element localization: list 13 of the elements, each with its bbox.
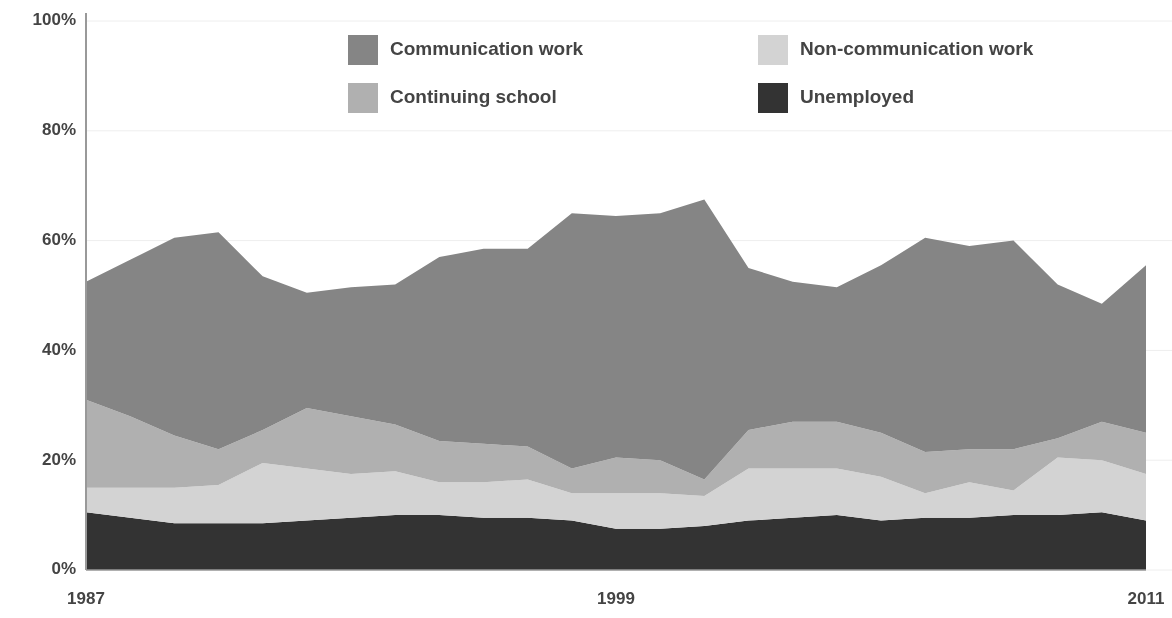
y-tick-label: 40%: [41, 339, 76, 359]
legend-label: Unemployed: [800, 86, 915, 108]
y-tick-label: 80%: [41, 120, 76, 140]
x-tick-label: 2011: [1127, 589, 1165, 608]
x-tick-label: 1987: [67, 589, 105, 608]
x-tick-label: 1999: [597, 589, 635, 608]
y-tick-label: 100%: [32, 10, 76, 30]
y-tick-label: 60%: [41, 230, 76, 250]
y-tick-label: 0%: [51, 559, 76, 579]
legend-label: Communication work: [390, 38, 584, 60]
y-tick-label: 20%: [41, 449, 76, 469]
legend-label: Continuing school: [390, 86, 557, 108]
legend-label: Non-communication work: [800, 38, 1034, 60]
